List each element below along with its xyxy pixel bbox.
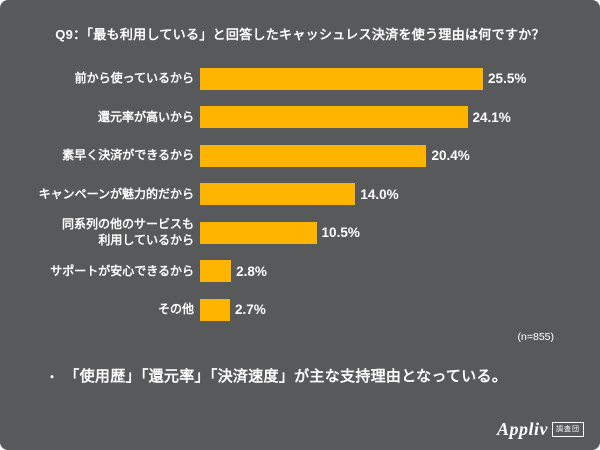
bar	[200, 298, 230, 321]
category-label: キャンペーンが魅力的だから	[38, 186, 194, 201]
chart-row: その他 2.7%	[14, 291, 586, 330]
value-label: 14.0%	[360, 186, 399, 202]
chart-title: Q9：「最も利用している」と回答したキャッシュレス決済を使う理由は何ですか？	[55, 27, 545, 42]
value-label: 25.5%	[488, 71, 527, 87]
bar	[200, 106, 468, 129]
value-label: 2.8%	[236, 263, 267, 279]
category-label: 素早く決済ができるから	[62, 148, 194, 162]
value-label: 10.5%	[321, 225, 360, 241]
summary-line: ・ 「使用歴」「還元率」「決済速度」が主な支持理由となっている。	[0, 365, 600, 386]
bar-area: 10.5%	[200, 221, 586, 244]
appliv-logo: Appliv 調査団	[497, 419, 584, 440]
bar-area: 14.0%	[200, 183, 586, 206]
category-label: 前から使っているから	[74, 71, 194, 85]
bar	[200, 260, 232, 283]
bar-area: 2.7%	[200, 298, 586, 321]
chart-row: キャンペーンが魅力的だから 14.0%	[14, 175, 586, 214]
summary-text: 「使用歴」「還元率」「決済速度」が主な支持理由となっている。	[64, 368, 508, 386]
value-label: 2.7%	[234, 302, 266, 318]
chart-row: 前から使っているから 25.5%	[14, 60, 586, 99]
logo-badge: 調査団	[552, 422, 584, 437]
chart-row: サポートが安心できるから 2.8%	[14, 252, 586, 291]
category-label: 同系列の他のサービスも 利用しているから	[61, 217, 194, 247]
value-label: 20.4%	[431, 148, 470, 164]
category-label: 還元率が高いから	[97, 109, 194, 124]
value-label: 24.1%	[472, 109, 511, 125]
bar	[200, 144, 427, 167]
category-label: サポートが安心できるから	[50, 263, 194, 278]
bar-area: 24.1%	[200, 106, 586, 129]
logo-wordmark: Appliv	[497, 419, 548, 439]
bar	[200, 221, 317, 244]
bar-area: 2.8%	[200, 260, 586, 283]
sample-size-note: (n=855)	[517, 331, 554, 344]
bar	[200, 67, 484, 90]
chart-row: 素早く決済ができるから 20.4%	[14, 137, 586, 176]
bar	[200, 183, 356, 206]
category-label: その他	[157, 302, 194, 316]
bullet-icon: ・	[46, 370, 59, 385]
chart-row: 還元率が高いから 24.1%	[14, 98, 586, 137]
bar-chart: 前から使っているから 25.5% 還元率が高いから 24.1% 素早く決済ができるから 2…	[0, 60, 600, 330]
bar-area: 25.5%	[200, 67, 586, 90]
chart-row: 同系列の他のサービスも 利用しているから 10.5%	[14, 214, 586, 253]
bar-area: 20.4%	[200, 144, 586, 167]
